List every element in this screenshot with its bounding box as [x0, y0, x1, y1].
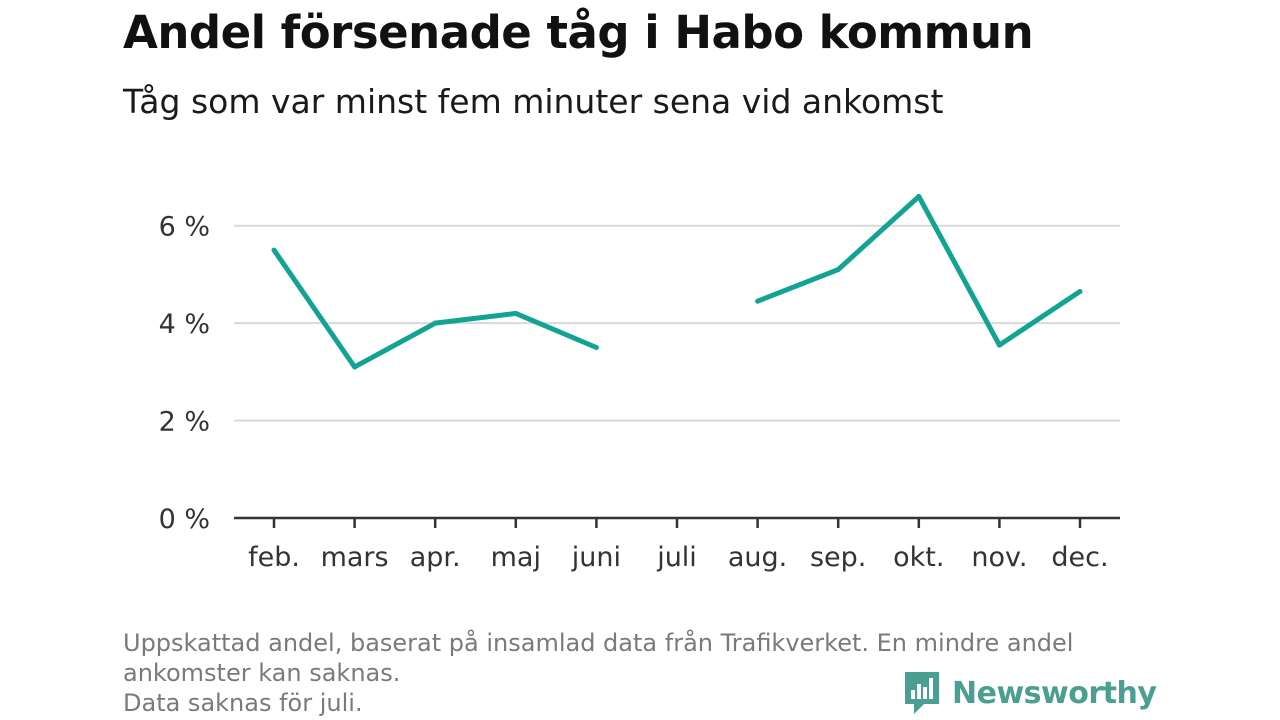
x-tick-label: apr.: [410, 542, 461, 573]
data-point: [755, 298, 761, 304]
x-tick-label: aug.: [728, 542, 787, 573]
chart-subtitle: Tåg som var minst fem minuter sena vid a…: [123, 82, 944, 121]
data-point: [513, 310, 519, 316]
series-line: [271, 248, 598, 370]
x-tick-label: mars: [321, 542, 389, 573]
data-point: [271, 247, 277, 253]
x-tick-label: juli: [656, 542, 697, 573]
data-point: [352, 364, 358, 370]
line-chart: 0 % 2 % 4 % 6 % feb. mars apr. maj juni juli aug. s…: [159, 193, 1120, 573]
footnote-line: Data saknas för juli.: [123, 689, 363, 717]
data-point: [996, 342, 1002, 348]
x-tick-label: maj: [491, 542, 541, 573]
x-tick-label: dec.: [1051, 542, 1108, 573]
y-tick-label: 0 %: [159, 504, 210, 535]
brand-name: Newsworthy: [952, 675, 1157, 711]
x-tick-label: feb.: [248, 542, 300, 573]
y-tick-label: 2 %: [159, 407, 210, 438]
footnote-line: Uppskattad andel, baserat på insamlad da…: [123, 629, 1074, 657]
x-tick-label: nov.: [971, 542, 1027, 573]
x-tick-label: sep.: [810, 542, 866, 573]
y-tick-label: 4 %: [159, 309, 210, 340]
data-point: [1077, 288, 1083, 294]
footnote-line: ankomster kan saknas.: [123, 659, 401, 687]
footnote: Uppskattad andel, baserat på insamlad da…: [123, 628, 1163, 718]
data-point: [432, 320, 438, 326]
x-tick-label: okt.: [893, 542, 944, 573]
data-point: [593, 345, 599, 350]
newsworthy-logo: Newsworthy: [902, 670, 1157, 716]
chart-title: Andel försenade tåg i Habo kommun: [123, 6, 1034, 59]
data-point: [916, 193, 922, 199]
newsworthy-logo-icon: [905, 672, 939, 714]
y-tick-label: 6 %: [159, 212, 210, 243]
data-point: [835, 267, 841, 273]
x-tick-label: juni: [571, 542, 621, 573]
